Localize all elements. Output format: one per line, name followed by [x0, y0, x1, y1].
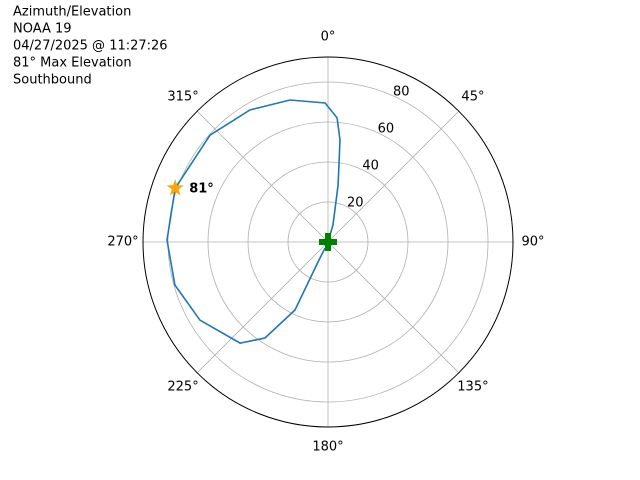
theta-tick-label: 90°: [521, 235, 544, 250]
grid-ring: [287, 201, 369, 283]
theta-tick-label: 270°: [107, 235, 138, 250]
title-line: Southbound: [13, 73, 92, 88]
grid-line: [327, 110, 460, 243]
r-tick-label: 20: [347, 196, 364, 211]
grid-ring: [247, 161, 409, 323]
theta-tick-label: 180°: [312, 440, 343, 455]
theta-tick-label: 315°: [167, 90, 198, 105]
max-label: 81°: [189, 182, 214, 197]
title-line: 81° Max Elevation: [13, 56, 132, 71]
grid-ring: [207, 121, 449, 363]
theta-tick-label: 0°: [321, 30, 336, 45]
track-line: [166, 99, 341, 344]
title-line: NOAA 19: [13, 22, 72, 37]
title-line: Azimuth/Elevation: [13, 5, 131, 20]
theta-tick-label: 225°: [167, 379, 198, 394]
r-tick-label: 80: [393, 85, 410, 100]
theta-tick-label: 135°: [457, 379, 488, 394]
start-marker: [319, 233, 337, 251]
r-tick-label: 40: [362, 159, 379, 174]
theta-tick-label: 45°: [461, 90, 484, 105]
grid-line: [196, 110, 329, 243]
title-line: 04/27/2025 @ 11:27:26: [13, 39, 168, 54]
polar-frame: [142, 56, 514, 428]
grid-line: [196, 241, 329, 374]
max-marker: [166, 179, 184, 196]
r-tick-label: 60: [378, 122, 395, 137]
grid-line: [327, 241, 460, 374]
